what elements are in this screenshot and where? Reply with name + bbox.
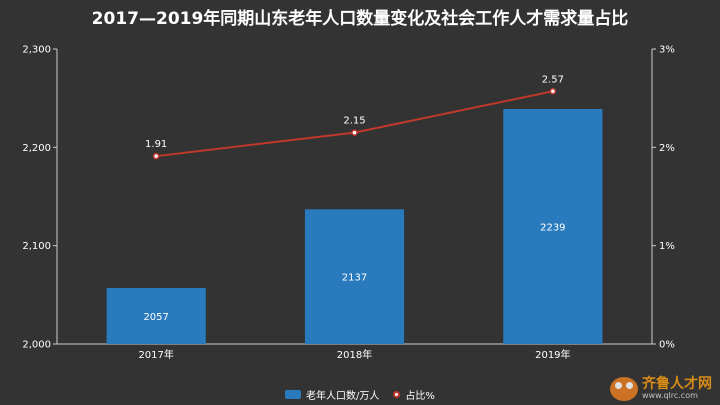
legend-bar-label: 老年人口数/万人 [306, 391, 380, 402]
left-axis-tick-label: 2,100 [22, 241, 51, 252]
watermark-url: www.qlrc.com [642, 391, 698, 401]
chart-title: 2017—2019年同期山东老年人口数量变化及社会工作人才需求量占比 [91, 9, 629, 29]
line-point-label: 2.15 [343, 116, 365, 127]
left-axis-tick-label: 2,000 [22, 340, 51, 351]
watermark-name: 齐鲁人才网 [642, 376, 712, 393]
bar-value-label: 2137 [342, 273, 367, 284]
legend-item-bar[interactable]: 老年人口数/万人 [285, 387, 379, 402]
bar-series: 2057 2137 2239 [106, 108, 603, 344]
left-axis-tick-label: 2,300 [22, 45, 51, 56]
right-axis-tick-label: 0% [659, 340, 675, 351]
x-axis-tick-label: 2018年 [337, 348, 372, 361]
legend-bar-swatch [285, 390, 302, 399]
legend-item-line[interactable]: 占比% [393, 387, 435, 402]
line-point-label: 1.91 [145, 139, 167, 150]
x-axis-tick-label: 2017年 [138, 348, 173, 361]
left-axis-tick-label: 2,200 [22, 143, 51, 154]
watermark: 齐鲁人才网 www.qlrc.com [610, 377, 712, 401]
x-axis-tick-label: 2019年 [535, 348, 570, 361]
legend-line-label: 占比% [405, 391, 435, 402]
right-axis-tick-label: 1% [659, 241, 675, 252]
right-axis-tick-label: 2% [659, 143, 675, 154]
line-point [152, 152, 160, 160]
legend-line-marker [393, 391, 401, 398]
line-series: 1.91 2.15 2.57 [145, 74, 564, 160]
bar [106, 287, 206, 344]
frog-logo-icon [610, 377, 638, 401]
line-point-label: 2.57 [542, 74, 564, 85]
bar [304, 209, 405, 344]
legend: 老年人口数/万人 占比% [0, 387, 720, 402]
line-point [351, 129, 358, 136]
right-axis-tick-label: 3% [659, 45, 675, 56]
line-point [549, 88, 557, 95]
bar-value-label: 2239 [540, 222, 565, 233]
bar-value-label: 2057 [143, 312, 168, 323]
bar [503, 108, 603, 344]
